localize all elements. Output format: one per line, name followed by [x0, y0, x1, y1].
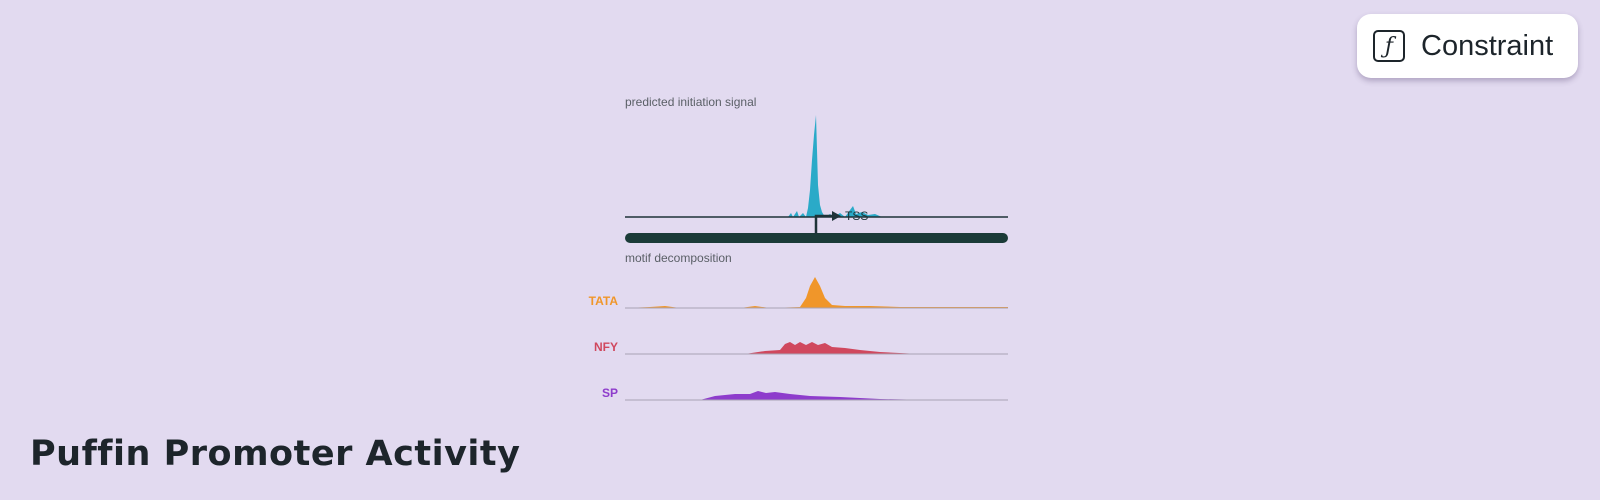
- constraint-button[interactable]: ƒ Constraint: [1357, 14, 1578, 78]
- track-area: [625, 277, 1008, 308]
- motif-label: motif decomposition: [625, 251, 732, 265]
- gene-bar: [625, 233, 1008, 243]
- track-label: TATA: [589, 294, 619, 308]
- tss-arrow: [814, 214, 832, 234]
- page-title: Puffin Promoter Activity: [30, 434, 521, 474]
- track-label: SP: [602, 386, 618, 400]
- constraint-icon: ƒ: [1373, 30, 1405, 62]
- signal-label: predicted initiation signal: [625, 95, 756, 109]
- track-area: [745, 342, 920, 354]
- tss-label: TSS: [845, 209, 868, 223]
- tss-arrowhead: [832, 211, 841, 221]
- track-label: NFY: [594, 340, 618, 354]
- signal-area: [788, 115, 882, 217]
- track-area: [700, 391, 930, 400]
- constraint-label: Constraint: [1421, 29, 1554, 62]
